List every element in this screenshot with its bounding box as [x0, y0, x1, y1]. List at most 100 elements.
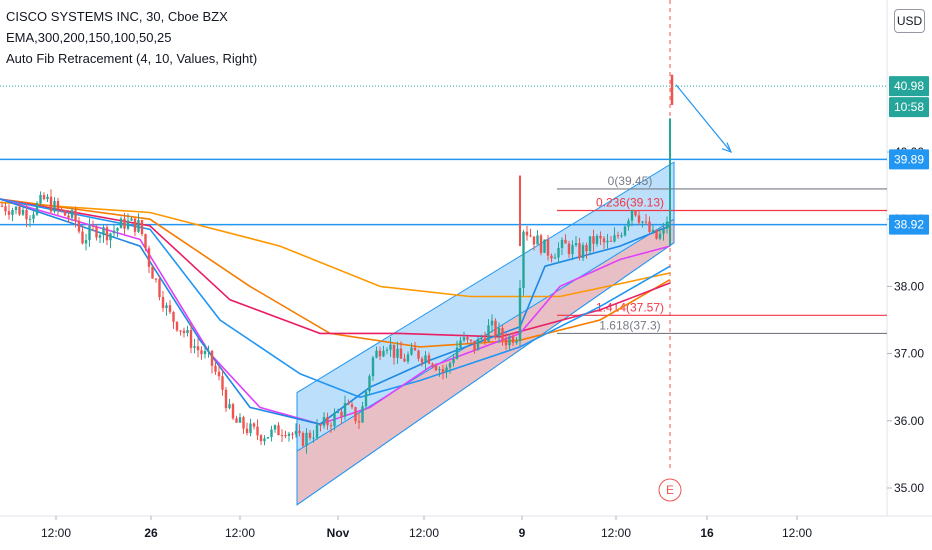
- candle-body: [665, 221, 669, 229]
- price-tick-label: 35.00: [894, 481, 924, 495]
- candle-body: [511, 336, 515, 343]
- candle-body: [319, 424, 322, 426]
- candle-body: [424, 355, 427, 363]
- candle-body: [298, 430, 301, 434]
- countdown-tag-bg: [889, 97, 929, 118]
- candle-body: [270, 429, 273, 438]
- candle-body: [455, 347, 459, 359]
- candle-body: [452, 358, 455, 364]
- candle-body: [70, 210, 74, 218]
- projection-arrow-line[interactable]: [675, 84, 732, 153]
- candle-body: [0, 205, 4, 207]
- candle-body: [186, 329, 189, 334]
- ema-line[interactable]: [0, 201, 671, 298]
- candle-body: [364, 391, 368, 407]
- candle-body: [494, 320, 497, 337]
- time-tick-label: 12:00: [225, 526, 255, 540]
- candle-body: [609, 240, 613, 242]
- candle-body: [25, 209, 28, 220]
- candle-body: [434, 365, 438, 371]
- candle-body: [322, 417, 326, 426]
- candle-body: [196, 346, 200, 351]
- candle-body: [63, 210, 67, 216]
- candle-body: [567, 243, 571, 255]
- candle-body: [658, 233, 662, 239]
- candle-body: [315, 424, 319, 438]
- candle-body: [123, 218, 126, 229]
- level-lower-tag-bg: [889, 214, 929, 235]
- candle-body: [543, 239, 546, 253]
- candle-body: [263, 438, 266, 442]
- candle-body: [32, 214, 35, 219]
- candle-body: [448, 363, 452, 368]
- candle-body: [161, 296, 165, 309]
- candle-body: [287, 433, 291, 436]
- candle-body: [326, 417, 329, 426]
- price-tick-label: 38.00: [894, 279, 924, 293]
- candle-body: [427, 355, 431, 364]
- candle-body: [214, 365, 217, 372]
- candle-body: [259, 435, 263, 442]
- candle-body: [182, 330, 186, 334]
- currency-button[interactable]: USD: [894, 9, 925, 33]
- candle-body: [21, 209, 25, 215]
- candle-body: [476, 339, 480, 351]
- candle-body: [431, 363, 434, 366]
- candle-body: [627, 220, 630, 227]
- candle-body: [165, 305, 168, 309]
- candle-body: [644, 221, 648, 223]
- candle-body: [459, 340, 462, 348]
- candle-body: [648, 221, 651, 232]
- fib-level-label: 1.414(37.57): [596, 300, 664, 314]
- candle-body: [301, 433, 305, 446]
- time-tick-label: 12:00: [601, 526, 631, 540]
- earnings-event-icon[interactable]: [658, 478, 682, 502]
- candle-body: [403, 358, 406, 362]
- candle-body: [172, 311, 175, 322]
- candle-body: [133, 218, 137, 232]
- candle-body: [256, 426, 259, 436]
- candle-body: [242, 417, 245, 429]
- candle-body: [616, 235, 620, 237]
- ema-line[interactable]: [0, 198, 671, 348]
- candle-body: [662, 228, 665, 234]
- ema-indicator-label[interactable]: EMA,300,200,150,100,50,25: [6, 30, 172, 45]
- fib-indicator-label[interactable]: Auto Fib Retracement (4, 10, Values, Rig…: [6, 51, 258, 66]
- candle-body: [280, 435, 284, 437]
- time-tick-label: 12:00: [41, 526, 71, 540]
- candle-body: [284, 435, 287, 437]
- candle-body: [655, 229, 658, 239]
- candle-body: [417, 350, 420, 359]
- ema-line[interactable]: [0, 198, 671, 399]
- candle-body: [207, 350, 210, 352]
- candle-body: [112, 230, 116, 234]
- candle-body: [553, 257, 557, 259]
- candle-body: [221, 376, 224, 390]
- candle-body: [529, 235, 532, 237]
- candle-body: [273, 425, 277, 430]
- candle-body: [235, 418, 238, 423]
- candle-body: [245, 428, 249, 434]
- candle-body: [522, 231, 525, 289]
- candle-body: [210, 350, 214, 366]
- candle-body: [46, 196, 49, 200]
- candle-body: [56, 201, 60, 209]
- candle-body: [361, 406, 364, 423]
- candle-body: [77, 220, 81, 232]
- candle-body: [140, 220, 144, 235]
- ema-line[interactable]: [0, 198, 671, 426]
- candle-body: [368, 376, 371, 392]
- candle-body: [392, 344, 396, 358]
- candle-body: [378, 350, 382, 357]
- candle-body: [308, 432, 312, 439]
- candle-body: [116, 228, 119, 231]
- candle-body: [84, 240, 88, 244]
- candle-body: [515, 341, 518, 343]
- candle-body: [410, 347, 413, 355]
- candle-body: [550, 255, 553, 259]
- candle-body: [462, 337, 466, 341]
- level-lower-tag: 38.92: [894, 218, 924, 232]
- candle-body: [623, 226, 627, 236]
- symbol-title[interactable]: CISCO SYSTEMS INC, 30, Cboe BZX: [6, 9, 228, 24]
